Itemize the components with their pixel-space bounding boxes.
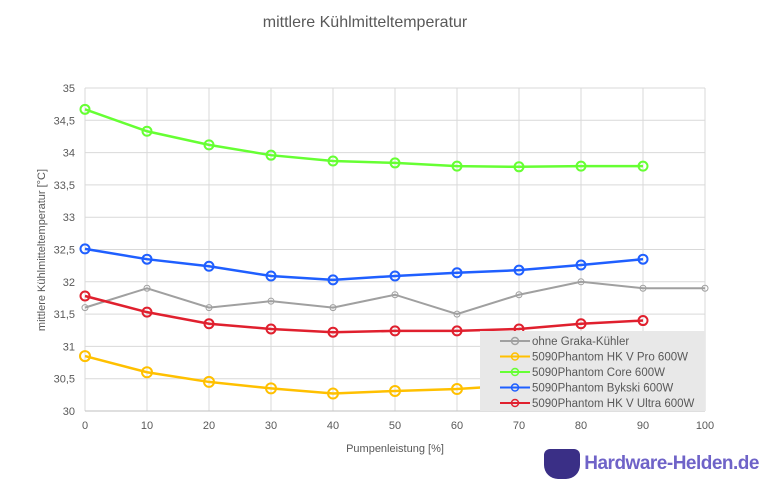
y-tick-label: 35 xyxy=(63,83,75,95)
y-tick-label: 34,5 xyxy=(54,115,75,127)
y-axis-label: mittlere Kühlmitteltemperatur [°C] xyxy=(36,169,48,331)
x-tick-label: 70 xyxy=(513,420,525,432)
data-point xyxy=(639,284,647,292)
data-point xyxy=(575,259,587,271)
data-point xyxy=(515,291,523,299)
data-point xyxy=(451,325,463,337)
data-point xyxy=(203,139,215,151)
data-point xyxy=(575,160,587,172)
legend-marker xyxy=(510,352,520,361)
data-point xyxy=(637,160,649,172)
series-line xyxy=(84,247,644,282)
y-tick-label: 32 xyxy=(63,277,75,289)
x-tick-label: 20 xyxy=(203,420,215,432)
legend-label: 5090Phantom HK V Ultra 600W xyxy=(532,398,695,410)
x-tick-label: 30 xyxy=(265,420,277,432)
data-point xyxy=(637,253,649,265)
legend-label: ohne Graka-Kühler xyxy=(532,336,629,348)
data-point xyxy=(451,267,463,279)
series-line xyxy=(84,294,644,334)
data-point xyxy=(513,264,525,276)
data-point xyxy=(327,387,339,400)
y-tick-label: 33,5 xyxy=(54,180,75,192)
data-point xyxy=(453,310,461,318)
data-point xyxy=(143,284,151,292)
data-point xyxy=(389,270,401,282)
y-tick-label: 31,5 xyxy=(54,309,75,321)
legend-marker xyxy=(510,336,520,346)
watermark-text: Hardware-Helden.de xyxy=(584,453,759,474)
x-tick-label: 40 xyxy=(327,420,339,432)
chart-title: mittlere Kühlmitteltemperatur xyxy=(263,14,468,31)
data-point xyxy=(389,157,401,169)
data-point xyxy=(79,350,91,363)
legend-label: 5090Phantom Core 600W xyxy=(532,367,665,379)
data-point xyxy=(575,318,587,330)
series-line xyxy=(84,280,705,316)
data-point xyxy=(701,284,709,292)
series-line xyxy=(84,108,643,169)
y-tick-label: 33 xyxy=(63,212,75,224)
y-tick-label: 34 xyxy=(63,148,75,160)
data-point xyxy=(329,304,337,312)
x-tick-label: 90 xyxy=(637,420,649,432)
data-point xyxy=(327,155,339,167)
x-tick-label: 50 xyxy=(389,420,401,432)
data-point xyxy=(141,125,153,137)
data-point xyxy=(265,270,277,282)
legend-marker xyxy=(510,398,520,408)
data-point xyxy=(79,243,91,255)
data-point xyxy=(267,297,275,305)
data-point xyxy=(79,103,91,115)
y-tick-label: 30 xyxy=(63,406,75,418)
x-tick-label: 0 xyxy=(82,420,88,432)
x-tick-label: 80 xyxy=(575,420,587,432)
x-tick-label: 100 xyxy=(696,420,714,432)
data-point xyxy=(327,326,339,338)
y-tick-label: 30,5 xyxy=(54,374,75,386)
data-point xyxy=(141,366,153,379)
data-point xyxy=(203,260,215,272)
data-point xyxy=(389,384,401,397)
data-point xyxy=(141,253,153,265)
watermark-logo: Hardware-Helden.de xyxy=(544,449,759,479)
legend-label: 5090Phantom HK V Pro 600W xyxy=(532,352,688,364)
data-point xyxy=(81,304,89,312)
data-point xyxy=(391,291,399,299)
data-point xyxy=(79,290,91,302)
data-point xyxy=(203,375,215,388)
data-point xyxy=(141,306,153,318)
y-tick-label: 31 xyxy=(63,341,75,353)
x-tick-label: 10 xyxy=(141,420,153,432)
legend-marker xyxy=(510,367,520,377)
data-point xyxy=(205,304,213,312)
data-point xyxy=(265,149,277,161)
data-point xyxy=(637,315,649,327)
data-point xyxy=(265,323,277,335)
y-tick-label: 32,5 xyxy=(54,245,75,257)
x-axis-label: Pumpenleistung [%] xyxy=(346,443,444,455)
legend-marker xyxy=(510,383,520,392)
data-point xyxy=(451,160,463,172)
data-point xyxy=(389,325,401,337)
x-tick-label: 60 xyxy=(451,420,463,432)
data-point xyxy=(577,278,585,286)
data-point xyxy=(265,382,277,395)
data-point xyxy=(327,274,339,286)
mask-logo-icon xyxy=(544,449,581,479)
data-point xyxy=(451,383,463,396)
data-point xyxy=(203,318,215,330)
data-point xyxy=(513,161,525,173)
legend-label: 5090Phantom Bykski 600W xyxy=(532,383,673,395)
